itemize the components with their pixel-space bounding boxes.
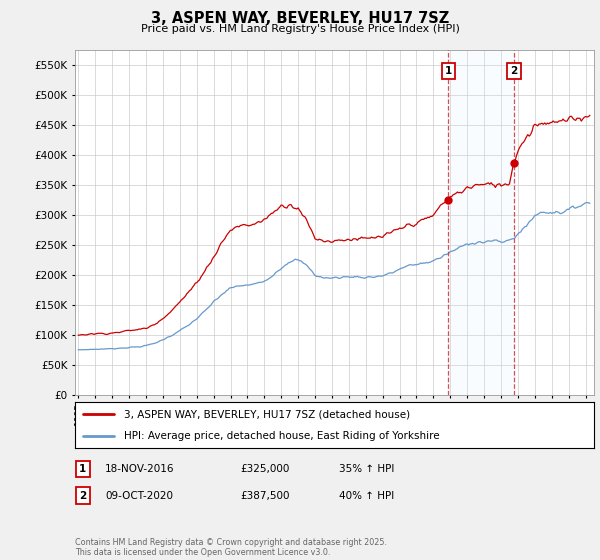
Bar — [448, 50, 514, 395]
Text: £325,000: £325,000 — [240, 464, 289, 474]
Text: £387,500: £387,500 — [240, 491, 290, 501]
Text: 3, ASPEN WAY, BEVERLEY, HU17 7SZ (detached house): 3, ASPEN WAY, BEVERLEY, HU17 7SZ (detach… — [124, 409, 410, 419]
Text: 1: 1 — [445, 66, 452, 76]
Text: 09-OCT-2020: 09-OCT-2020 — [105, 491, 173, 501]
Text: 1: 1 — [79, 464, 86, 474]
Text: 35% ↑ HPI: 35% ↑ HPI — [339, 464, 394, 474]
Text: 18-NOV-2016: 18-NOV-2016 — [105, 464, 175, 474]
Text: HPI: Average price, detached house, East Riding of Yorkshire: HPI: Average price, detached house, East… — [124, 431, 440, 441]
Text: 3, ASPEN WAY, BEVERLEY, HU17 7SZ: 3, ASPEN WAY, BEVERLEY, HU17 7SZ — [151, 11, 449, 26]
Text: Price paid vs. HM Land Registry's House Price Index (HPI): Price paid vs. HM Land Registry's House … — [140, 24, 460, 34]
Text: 40% ↑ HPI: 40% ↑ HPI — [339, 491, 394, 501]
Text: 2: 2 — [511, 66, 518, 76]
Text: Contains HM Land Registry data © Crown copyright and database right 2025.
This d: Contains HM Land Registry data © Crown c… — [75, 538, 387, 557]
Text: 2: 2 — [79, 491, 86, 501]
